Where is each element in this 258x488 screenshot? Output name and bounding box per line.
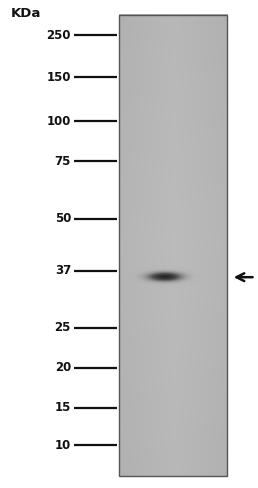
Text: 50: 50 bbox=[55, 212, 71, 225]
Text: 15: 15 bbox=[55, 402, 71, 414]
Text: KDa: KDa bbox=[11, 7, 41, 20]
Text: 75: 75 bbox=[55, 155, 71, 167]
Text: 150: 150 bbox=[46, 71, 71, 83]
Text: 20: 20 bbox=[55, 362, 71, 374]
Text: 100: 100 bbox=[47, 115, 71, 127]
Text: 10: 10 bbox=[55, 439, 71, 451]
Text: 37: 37 bbox=[55, 264, 71, 277]
Text: 250: 250 bbox=[46, 29, 71, 41]
Text: 25: 25 bbox=[55, 322, 71, 334]
Bar bbox=[119, 15, 227, 476]
